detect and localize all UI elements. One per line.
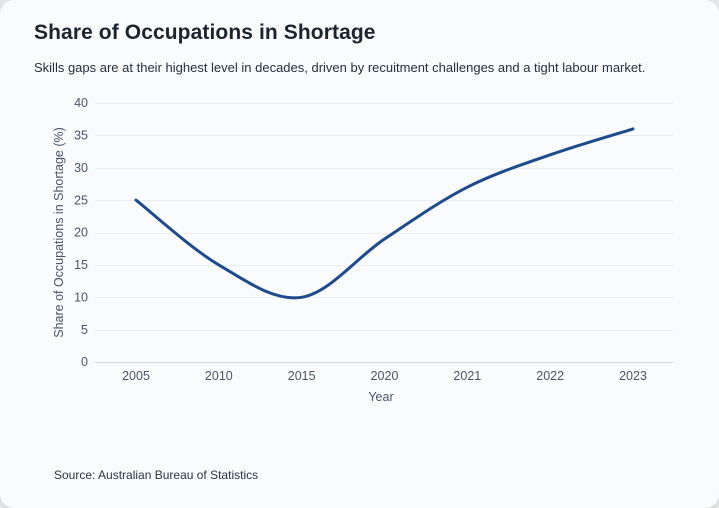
y-tick-label: 20 (74, 226, 88, 240)
source-note: Source: Australian Bureau of Statistics (54, 468, 259, 482)
line-chart: 0 5 10 15 20 25 30 35 40 2005 2010 2015 2020 2021 2022… (52, 96, 673, 404)
x-axis-title: Year (368, 390, 393, 404)
x-tick-label: 2020 (371, 369, 399, 383)
y-axis-title: Share of Occupations in Shortage (%) (52, 127, 66, 338)
page-subtitle: Skills gaps are at their highest level i… (34, 60, 646, 75)
x-tick-label: 2010 (205, 369, 233, 383)
data-line (134, 127, 635, 300)
y-tick-label: 40 (74, 96, 88, 110)
y-tick-label: 5 (81, 323, 88, 337)
y-tick-label: 25 (74, 193, 88, 207)
y-tick-label: 30 (74, 161, 88, 175)
x-tick-label: 2021 (453, 369, 481, 383)
page-title: Share of Occupations in Shortage (34, 21, 376, 44)
x-tick-label: 2023 (619, 369, 647, 383)
x-tick-label: 2015 (288, 369, 316, 383)
y-tick-label: 0 (81, 355, 88, 369)
x-tick-label: 2005 (122, 369, 150, 383)
y-tick-label: 35 (74, 129, 88, 143)
y-tick-label: 10 (74, 290, 88, 304)
y-tick-label: 15 (74, 258, 88, 272)
x-tick-label: 2022 (536, 369, 564, 383)
